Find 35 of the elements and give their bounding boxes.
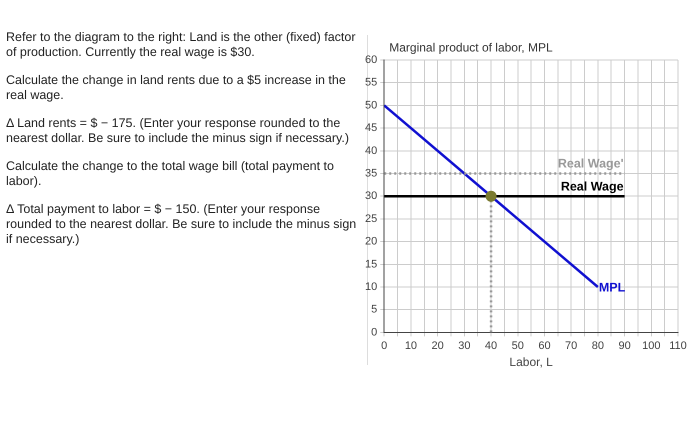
y-tick-label: 5	[371, 304, 378, 316]
y-tick-label: 50	[364, 99, 378, 112]
x-tick-label: 20	[432, 340, 444, 352]
x-tick-label: 110	[669, 340, 687, 352]
y-tick-label: 45	[364, 122, 378, 134]
x-tick-label: 70	[565, 340, 578, 352]
series-label: Real Wage'	[558, 156, 624, 171]
y-tick-label: 40	[364, 144, 378, 157]
x-tick-label: 80	[592, 340, 604, 352]
text: Δ Land rents = $ − 175. (Enter your response rounded to the nearest dollar. Be sure to include the minus sign if necessary.)	[6, 116, 350, 146]
series-label: MPL	[598, 280, 626, 294]
y-tick-label: 0	[371, 326, 378, 338]
y-tick-label: 15	[364, 258, 378, 270]
x-tick-label: 60	[538, 340, 551, 352]
y-tick-label: 35	[364, 168, 378, 180]
x-tick-label: 30	[458, 340, 470, 352]
x-tick-label: 10	[404, 340, 418, 352]
x-tick-label: 50	[512, 340, 524, 352]
y-tick-label: 20	[364, 236, 378, 248]
x-tick-label: 40	[484, 340, 498, 352]
x-tick-label: 0	[381, 340, 388, 352]
text: Calculate the change in land rents due to a $5 increase in the real wage.	[6, 73, 347, 103]
x-tick-label: 100	[642, 340, 660, 352]
x-axis-title: Labor, L	[509, 355, 554, 370]
series-label: Real Wage	[560, 179, 624, 194]
y-tick-label: 60	[364, 54, 378, 66]
y-axis-title: Marginal product of labor, MPL	[389, 40, 553, 54]
y-tick-label: 10	[364, 281, 378, 294]
text: Δ Total payment to labor = $ − 150. (Enter your response rounded to the nearest dollar. Be sure to include the minus sign if necessary.)	[6, 202, 358, 247]
y-tick-label: 25	[364, 212, 378, 225]
x-tick-label: 90	[618, 340, 631, 352]
y-tick-label: 30	[364, 190, 378, 202]
y-tick-label: 55	[364, 76, 378, 89]
text: Calculate the change to the total wage bill (total payment to labor).	[6, 159, 335, 189]
text: Refer to the diagram to the right: Land is the other (fixed) factor of production. Currently the real wage is $30.	[6, 30, 356, 60]
